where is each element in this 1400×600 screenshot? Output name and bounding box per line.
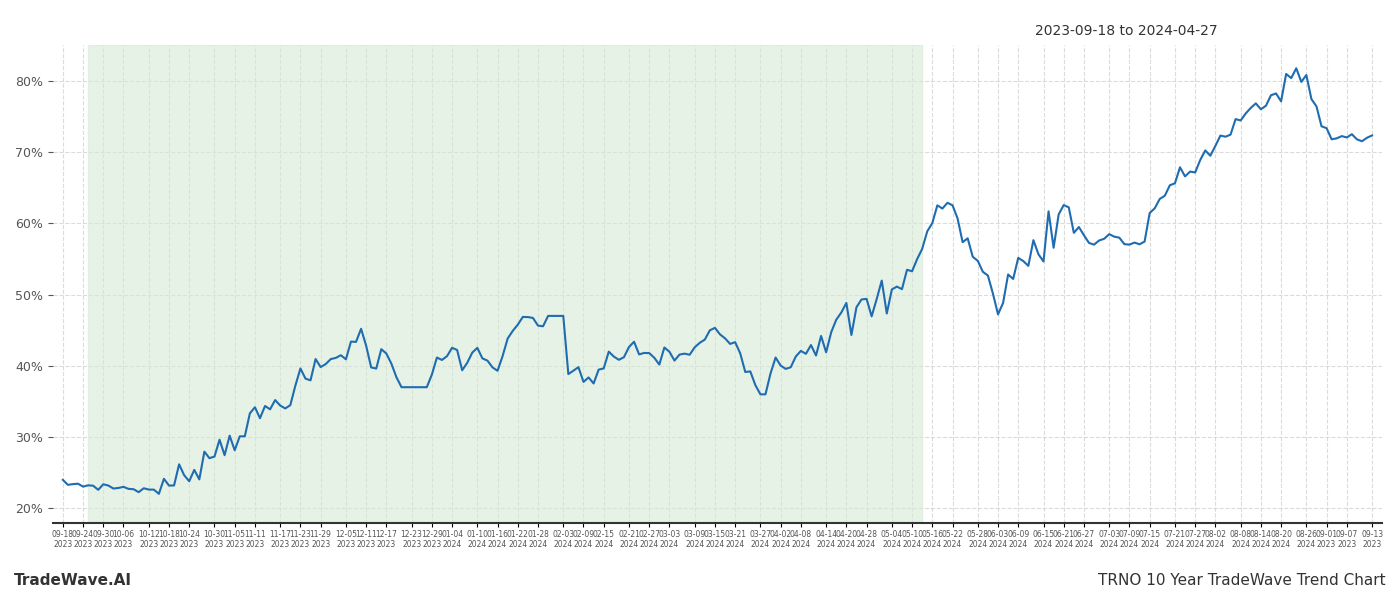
- Bar: [88, 45, 923, 523]
- Text: 2023-09-18 to 2024-04-27: 2023-09-18 to 2024-04-27: [1036, 24, 1218, 38]
- Text: TradeWave.AI: TradeWave.AI: [14, 573, 132, 588]
- Text: TRNO 10 Year TradeWave Trend Chart: TRNO 10 Year TradeWave Trend Chart: [1099, 573, 1386, 588]
